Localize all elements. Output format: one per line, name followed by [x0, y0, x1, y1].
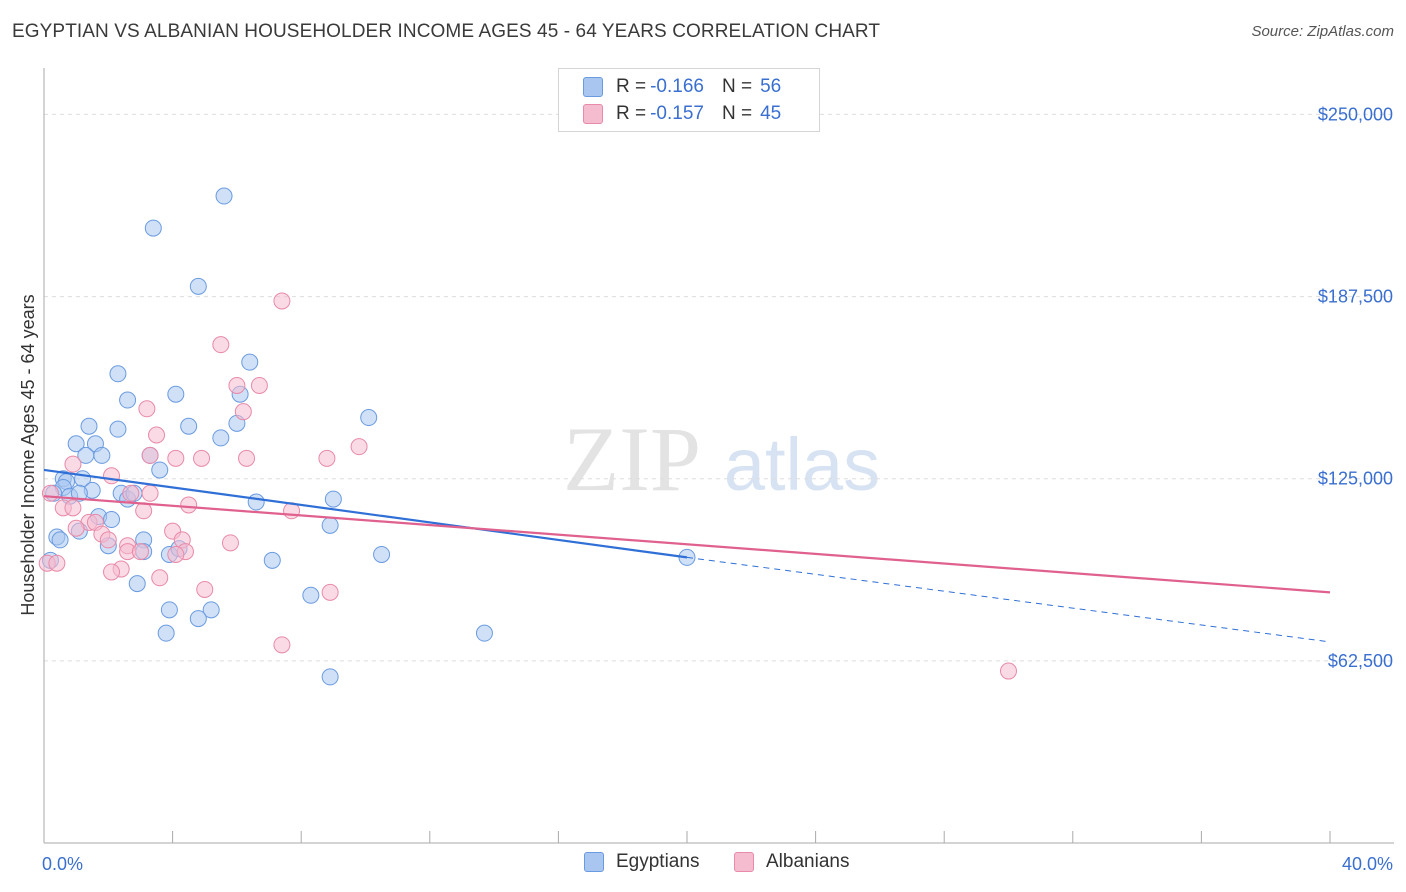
albanian-point [234, 403, 252, 421]
albanian-point [48, 554, 66, 572]
albanian-point [103, 563, 121, 581]
correlation-legend: R = -0.166 N = 56 R = -0.157 N = 45 [558, 68, 820, 132]
albanian-point [151, 569, 169, 587]
egyptian-point [202, 601, 220, 619]
albanians-swatch [734, 852, 754, 872]
albanian-point [228, 376, 246, 394]
albanian-point [141, 446, 159, 464]
watermark-zip: ZIP [563, 408, 701, 510]
albanian-point [221, 534, 239, 552]
series-legend: Egyptians Albanians [0, 851, 1406, 877]
legend-row-albanians: R = -0.157 N = 45 [583, 103, 781, 125]
egyptian-point [215, 187, 233, 205]
legend-n-label: N = [721, 76, 753, 97]
egyptians-trend-extension [686, 556, 1331, 643]
legend-n-value: 45 [760, 103, 782, 124]
egyptian-point [109, 420, 127, 438]
albanian-point [138, 400, 156, 418]
albanian-point [148, 426, 166, 444]
egyptian-point [247, 493, 265, 511]
series-legend-egyptians[interactable]: Egyptians [584, 851, 699, 873]
albanians-trend-line [43, 495, 1331, 594]
albanian-point [250, 376, 268, 394]
albanian-point [167, 545, 185, 563]
egyptian-point [109, 365, 127, 383]
albanian-point [141, 484, 159, 502]
egyptian-point [119, 391, 137, 409]
egyptian-point [263, 551, 281, 569]
albanian-point [167, 449, 185, 467]
egyptian-point [128, 575, 146, 593]
egyptian-point [157, 624, 175, 642]
legend-r-value: -0.166 [650, 76, 704, 97]
series-legend-albanians[interactable]: Albanians [734, 851, 849, 873]
albanian-point [318, 449, 336, 467]
albanian-point [193, 449, 211, 467]
egyptian-point [51, 531, 69, 549]
egyptian-point [151, 461, 169, 479]
y-tick-label: $62,500 [1328, 651, 1393, 671]
egyptian-point [180, 417, 198, 435]
egyptian-point [67, 435, 85, 453]
egyptian-point [475, 624, 493, 642]
albanian-point [180, 496, 198, 514]
albanian-point [64, 499, 82, 517]
egyptian-point [321, 516, 339, 534]
legend-row-egyptians: R = -0.166 N = 56 [583, 76, 781, 98]
albanian-point [196, 580, 214, 598]
albanian-point [99, 531, 117, 549]
egyptian-point [360, 409, 378, 427]
egyptian-point [103, 511, 121, 529]
egyptian-point [373, 545, 391, 563]
albanians-swatch [583, 104, 603, 124]
chart-title: EGYPTIAN VS ALBANIAN HOUSEHOLDER INCOME … [12, 21, 881, 42]
egyptians-trend-line [43, 468, 688, 559]
y-tick-label: $187,500 [1318, 287, 1393, 307]
albanian-point [131, 543, 149, 561]
watermark-atlas: atlas [724, 423, 880, 506]
albanian-point [273, 636, 291, 654]
legend-r-label: R = [616, 76, 647, 97]
egyptian-point [324, 490, 342, 508]
egyptians-swatch [584, 852, 604, 872]
albanian-point [41, 484, 59, 502]
egyptian-point [80, 417, 98, 435]
x-tick-label: 40.0% [1342, 854, 1393, 874]
albanian-point [103, 467, 121, 485]
legend-n-value: 56 [760, 76, 782, 97]
egyptian-point [70, 484, 88, 502]
chart-source: Source: ZipAtlas.com [1251, 23, 1394, 40]
albanian-point [321, 583, 339, 601]
albanian-point [273, 292, 291, 310]
legend-r-value: -0.157 [650, 103, 704, 124]
albanian-point [67, 519, 85, 537]
egyptian-point [302, 586, 320, 604]
egyptian-point [241, 353, 259, 371]
egyptian-point [144, 219, 162, 237]
albanian-point [64, 455, 82, 473]
y-tick-label: $125,000 [1318, 469, 1393, 489]
y-tick-label: $250,000 [1318, 104, 1393, 124]
albanian-point [212, 336, 230, 354]
egyptian-point [167, 385, 185, 403]
legend-r-label: R = [616, 103, 647, 124]
egyptians-swatch [583, 77, 603, 97]
series-legend-label: Egyptians [616, 851, 700, 872]
egyptian-point [189, 610, 207, 628]
albanian-point [1000, 662, 1017, 680]
x-tick-label: 0.0% [42, 854, 83, 874]
egyptian-point [321, 668, 339, 686]
legend-n-label: N = [721, 103, 753, 124]
egyptian-point [189, 277, 207, 295]
albanian-point [238, 449, 256, 467]
y-axis-label: Householder Income Ages 45 - 64 years [18, 294, 38, 615]
egyptian-point [93, 446, 111, 464]
egyptian-point [160, 601, 178, 619]
egyptian-point [212, 429, 230, 447]
series-legend-label: Albanians [766, 851, 850, 872]
albanian-point [122, 484, 140, 502]
albanian-point [350, 438, 368, 456]
